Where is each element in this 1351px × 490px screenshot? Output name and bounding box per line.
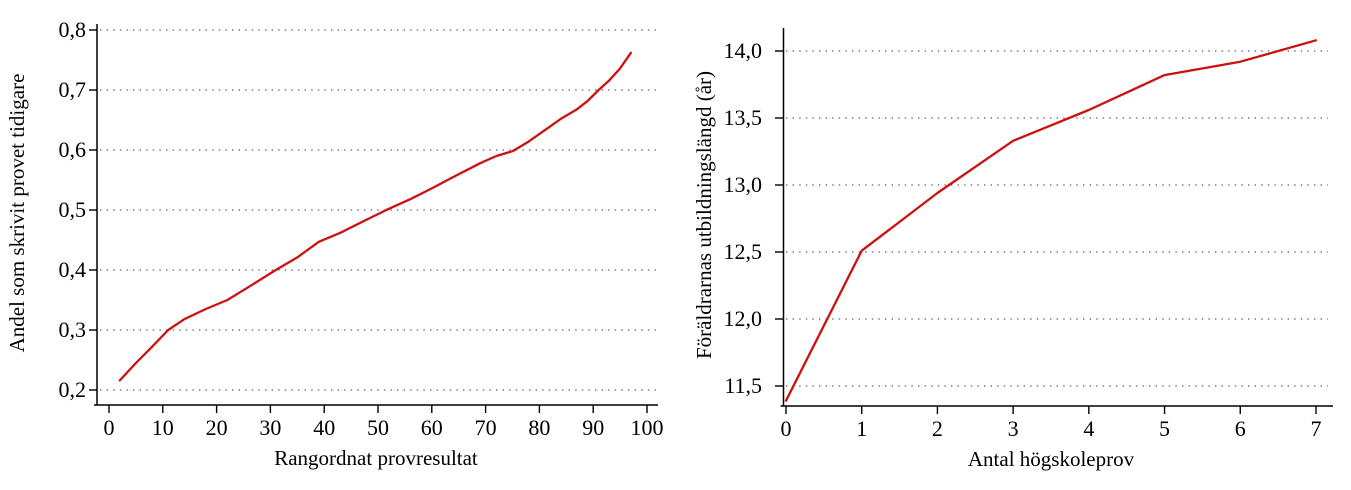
x-tick-label: 4 [1083,416,1094,441]
left-chart: 0,2 0,3 0,4 0,5 0,6 0,7 0,8 0 10 20 30 40 50 60 70 80 90… [5,17,664,470]
y-tick-label: 14,0 [724,38,763,63]
data-line-andel-som-skrivit-provet-tidigare [118,51,633,382]
left-chart-series [118,51,633,382]
y-tick-label: 11,5 [724,373,762,398]
left-chart-tick-labels: 0,2 0,3 0,4 0,5 0,6 0,7 0,8 0 10 20 30 40 50 60 70 80 90… [59,17,664,440]
x-tick-label: 5 [1159,416,1170,441]
x-tick-label: 100 [631,415,664,440]
x-tick-label: 6 [1235,416,1246,441]
right-chart-series [784,39,1318,402]
y-tick-label: 13,0 [724,172,763,197]
y-tick-label: 0,6 [59,137,87,162]
x-tick-label: 0 [781,416,792,441]
right-chart-axes [780,28,1333,407]
right-chart-tick-labels: 11,5 12,0 12,5 13,0 13,5 14,0 0 1 2 3 4 5 6 7 [724,38,1322,441]
x-tick-label: 10 [152,415,174,440]
x-tick-label: 90 [582,415,604,440]
x-tick-label: 60 [421,415,443,440]
right-chart-gridlines [786,50,1328,387]
y-tick-label: 0,4 [59,257,87,282]
x-tick-label: 70 [475,415,497,440]
x-tick-label: 40 [313,415,335,440]
x-tick-label: 80 [528,415,550,440]
right-chart-x-axis-title: Antal högskoleprov [968,447,1135,471]
x-tick-label: 7 [1310,416,1321,441]
y-tick-label: 0,8 [59,17,87,42]
data-line-foraldrarnas-utbildningslangd [784,39,1318,402]
left-chart-gridlines [100,29,657,391]
right-chart: 11,5 12,0 12,5 13,0 13,5 14,0 0 1 2 3 4 5 6 7 Föräldr… [692,28,1333,471]
right-chart-ticks [775,50,1317,414]
x-tick-label: 1 [856,416,867,441]
left-chart-x-axis-title: Rangordnat provresultat [274,446,478,470]
x-tick-label: 50 [367,415,389,440]
y-tick-label: 12,5 [724,239,763,264]
y-tick-label: 0,5 [59,197,87,222]
y-tick-label: 0,7 [59,77,87,102]
x-tick-label: 20 [206,415,228,440]
x-tick-label: 30 [259,415,281,440]
x-tick-label: 0 [104,415,115,440]
y-tick-label: 12,0 [724,306,763,331]
x-tick-label: 3 [1008,416,1019,441]
left-chart-y-axis-title: Andel som skrivit provet tidigare [5,74,29,353]
right-chart-y-axis-title: Föräldrarnas utbildningslängd (år) [692,71,716,359]
y-tick-label: 13,5 [724,105,763,130]
left-chart-ticks [89,29,648,413]
left-chart-axes [94,24,658,406]
y-tick-label: 0,2 [59,377,87,402]
x-tick-label: 2 [932,416,943,441]
y-tick-label: 0,3 [59,317,87,342]
